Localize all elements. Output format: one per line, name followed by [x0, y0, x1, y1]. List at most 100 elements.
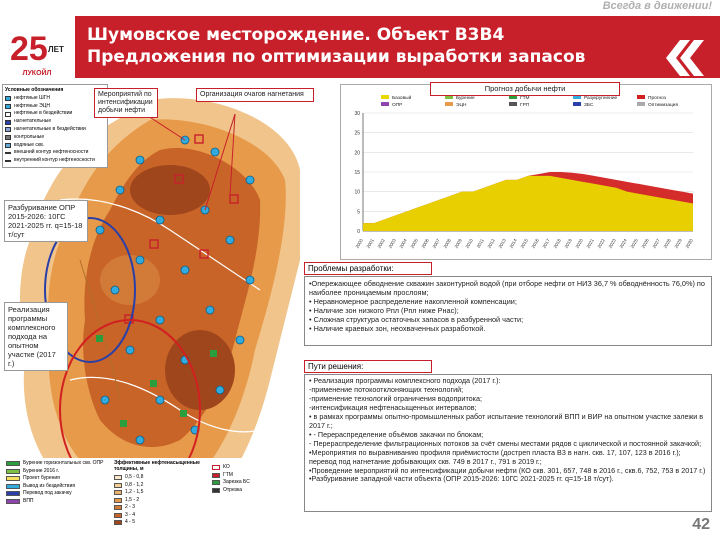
contour-line-3 — [79, 259, 121, 401]
oil-well-esp-icon — [5, 103, 11, 109]
contour-line-1 — [59, 198, 261, 291]
problem-item: • Наличие зон низкого Рпл (Рпл ниже Рнас… — [309, 306, 459, 315]
problem-item: •Опережающее обводнение скважин законтур… — [309, 279, 705, 297]
top-bar: Всегда в движении! — [0, 0, 720, 14]
y-tick-label: 10 — [354, 190, 360, 196]
callout-line-1 — [144, 113, 186, 141]
x-tick-label: 2006 — [421, 238, 431, 250]
problem-item: • Сложная структура остаточных запасов в… — [309, 315, 524, 324]
legend-item: нефтяные в бездействии — [5, 110, 105, 118]
logo-company: ЛУКОЙЛ — [22, 70, 52, 77]
legend-label: Прогноз — [648, 95, 667, 101]
legend-col-actions: Бурение горизонтальных скв. ОПР Бурение … — [6, 460, 103, 505]
x-tick-label: 2003 — [388, 238, 398, 250]
legend-swatch — [509, 102, 517, 106]
legend-col-thickness: Эффективные нефтенасыщенные толщины, м 0… — [114, 460, 204, 527]
solution-item: • Реализация программы комплексного подх… — [309, 376, 501, 385]
legend-swatch — [381, 102, 389, 106]
logo-subtitle: ЛЕТ — [48, 45, 64, 54]
x-tick-label: 2005 — [410, 238, 420, 250]
control-well-icon — [5, 135, 11, 141]
legend-swatch — [445, 102, 453, 106]
thickness-swatch — [114, 505, 122, 511]
legend-swatch — [573, 102, 581, 106]
legend-swatch — [445, 95, 453, 99]
chart-title: Прогноз добычи нефти — [430, 82, 620, 96]
x-tick-label: 2008 — [443, 238, 453, 250]
ko-icon — [212, 465, 220, 471]
drill-2016-icon — [6, 468, 20, 474]
callout-line-2 — [204, 113, 236, 211]
legend-item: внешний контур нефтеносности — [5, 149, 105, 157]
oil-well-icon — [5, 96, 11, 102]
y-tick-label: 20 — [354, 150, 360, 156]
x-tick-label: 2026 — [641, 238, 651, 250]
legend-swatch — [573, 95, 581, 99]
x-tick-label: 2028 — [663, 238, 673, 250]
convert-injection-icon — [6, 491, 20, 497]
problem-item: • Неравномерное распределение накопленно… — [309, 297, 517, 306]
field-hotspot-1 — [130, 165, 210, 215]
legend-col-ops: КО ГТМ Зарезка БС Отрезка — [212, 464, 250, 494]
series-area — [363, 175, 693, 231]
x-tick-label: 2021 — [586, 238, 596, 250]
legend-label: Базовый — [392, 94, 412, 101]
idle-recovery-icon — [6, 483, 20, 489]
solution-item: -применение потокоотклоняющих технологий… — [309, 384, 464, 394]
thickness-swatch — [114, 512, 122, 518]
x-tick-label: 2023 — [608, 238, 618, 250]
solution-item: •Разбуривание западной части объекта (ОП… — [309, 474, 614, 484]
gtm-icon — [212, 472, 220, 478]
header-banner: Шумовское месторождение. Объект В3В4 Пре… — [75, 16, 720, 78]
problems-list: •Опережающее обводнение скважин законтур… — [304, 276, 712, 346]
x-tick-label: 2000 — [355, 238, 365, 250]
solution-item: - Перераспределение фильтрационных поток… — [309, 438, 702, 448]
x-tick-label: 2011 — [476, 238, 485, 249]
x-tick-label: 2017 — [542, 238, 552, 250]
legend-label: ЭЦН — [456, 102, 467, 108]
legend-swatch — [637, 95, 645, 99]
water-well-icon — [5, 142, 11, 148]
y-tick-label: 0 — [357, 229, 360, 235]
callout-intensification: Мероприятий по интенсификации добычи неф… — [94, 88, 158, 118]
x-tick-label: 2001 — [366, 238, 376, 250]
idle-injection-icon — [5, 127, 11, 133]
x-tick-label: 2004 — [399, 238, 409, 250]
cutoff-icon — [212, 487, 220, 493]
x-tick-label: 2024 — [619, 238, 629, 250]
callout-line-3 — [229, 113, 236, 196]
thickness-swatch — [114, 520, 122, 526]
company-logo: 25 ЛЕТ — [8, 22, 66, 72]
legend-item: контрольные — [5, 134, 105, 142]
legend-item: нагнетательные в бездействии — [5, 126, 105, 134]
legend-label: ГРП — [520, 102, 530, 108]
thickness-swatch — [114, 475, 122, 481]
legend-swatch — [509, 95, 517, 99]
x-tick-label: 2013 — [498, 238, 508, 250]
x-tick-label: 2014 — [509, 238, 519, 250]
slogan: Всегда в движении! — [602, 0, 712, 12]
note-drilling: Разбуривание ОПР 2015-2026: 10ГС 2021-20… — [4, 200, 88, 242]
legend-swatch — [381, 95, 389, 99]
x-tick-label: 2022 — [597, 238, 607, 250]
legend-label: ЗБС — [584, 102, 594, 108]
solution-item: -интенсификация нефтенасыщенных интервал… — [309, 402, 477, 412]
x-tick-label: 2015 — [520, 238, 530, 250]
logo-number: 25 — [10, 30, 48, 68]
y-tick-label: 30 — [354, 111, 360, 117]
legend-item: нагнетательные — [5, 118, 105, 126]
legend-item: нефтяные ШГН — [5, 95, 105, 103]
legend-label: ОПР — [392, 102, 402, 108]
x-tick-label: 2027 — [652, 238, 662, 250]
solutions-list: • Реализация программы комплексного подх… — [304, 374, 712, 512]
page-number: 42 — [692, 516, 710, 533]
map-legend: Условные обозначения нефтяные ШГН нефтян… — [2, 84, 108, 168]
injection-well-icon — [5, 119, 11, 125]
y-tick-label: 25 — [354, 131, 360, 137]
chevrons-icon — [666, 40, 704, 76]
problem-item: • Наличие краевых зон, неохваченных разр… — [309, 324, 486, 333]
legend-item: нефтяные ЭЦН — [5, 103, 105, 111]
sidetrack-icon — [212, 480, 220, 486]
contour-line-2 — [69, 376, 261, 433]
